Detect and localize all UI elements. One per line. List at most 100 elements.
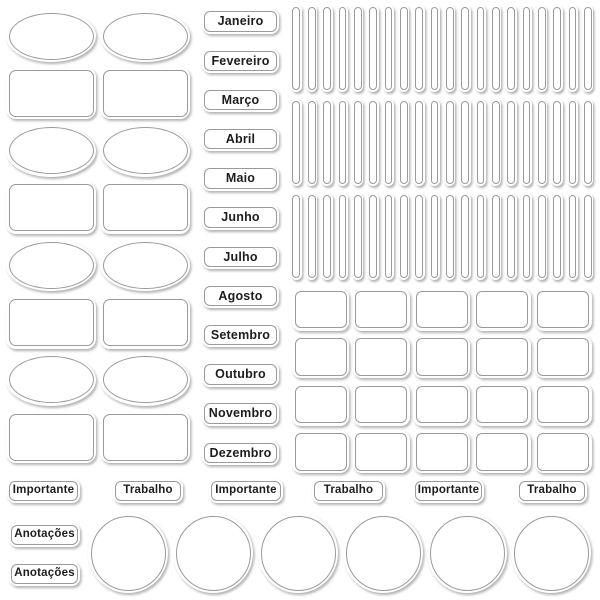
sticker-outline — [204, 364, 277, 385]
sticker-outline — [537, 338, 590, 376]
sticker-outline — [369, 194, 377, 279]
strip-sticker — [444, 193, 456, 280]
sticker-outline — [8, 241, 94, 289]
month-sticker-label: Abril — [225, 131, 256, 146]
strip-sticker — [582, 99, 594, 186]
sticker-outline — [522, 100, 531, 185]
sticker-outline — [491, 100, 500, 185]
strip-sticker — [382, 5, 395, 92]
tag-sticker: Importante — [7, 479, 80, 503]
sticker-outline — [355, 385, 408, 424]
tag-sticker-label: Trabalho — [527, 484, 577, 497]
month-sticker: Agosto — [202, 283, 279, 309]
month-sticker: Dezembro — [202, 440, 279, 465]
sticker-outline — [8, 127, 94, 175]
strip-sticker — [536, 193, 548, 280]
sticker-outline — [507, 100, 515, 185]
strip-sticker — [321, 5, 333, 92]
square-sticker — [473, 383, 531, 426]
sticker-outline — [399, 100, 408, 185]
sticker-outline — [491, 6, 500, 91]
square-sticker — [413, 288, 471, 331]
sticker-outline — [537, 6, 546, 91]
rectangle-sticker — [6, 67, 96, 120]
sticker-outline — [445, 6, 454, 91]
tag-sticker-label: Importante — [417, 484, 480, 497]
strip-sticker — [382, 193, 395, 280]
month-sticker: Março — [202, 87, 279, 113]
tag-sticker-label: Importante — [215, 484, 277, 497]
month-sticker-label: Junho — [221, 210, 260, 225]
sticker-outline — [568, 194, 577, 279]
square-sticker — [352, 430, 410, 474]
sticker-outline — [355, 290, 408, 328]
sticker-outline — [292, 194, 301, 279]
circle-sticker — [511, 513, 591, 593]
strip-sticker — [382, 99, 395, 186]
month-sticker: Abril — [202, 126, 279, 152]
strip-sticker — [536, 5, 548, 92]
sticker-outline — [294, 338, 347, 376]
sticker-outline — [491, 194, 500, 279]
square-sticker — [292, 288, 349, 331]
rectangle-sticker — [100, 67, 190, 120]
circle-sticker — [173, 513, 253, 593]
strip-sticker — [321, 99, 333, 186]
sticker-outline — [476, 433, 529, 471]
square-sticker — [292, 430, 349, 474]
sticker-outline — [323, 100, 331, 185]
sticker-outline — [429, 515, 505, 591]
month-sticker-label: Fevereiro — [211, 53, 270, 68]
square-sticker — [534, 430, 592, 474]
sticker-outline — [204, 324, 277, 346]
strip-sticker — [444, 99, 456, 186]
sticker-outline — [522, 194, 531, 279]
sticker-outline — [8, 12, 94, 60]
strip-sticker — [582, 5, 594, 92]
month-sticker: Fevereiro — [202, 48, 279, 73]
strip-sticker — [505, 5, 517, 92]
sticker-outline — [102, 241, 188, 289]
sticker-outline — [90, 515, 166, 591]
strip-sticker — [520, 5, 533, 92]
sticker-outline — [507, 6, 515, 91]
oval-sticker — [6, 353, 96, 406]
rectangle-sticker — [100, 296, 190, 349]
square-sticker — [352, 288, 410, 331]
sticker-outline — [415, 385, 468, 424]
strip-sticker — [566, 193, 579, 280]
sticker-outline — [102, 413, 188, 461]
sticker-outline — [8, 184, 94, 232]
sticker-outline — [445, 100, 454, 185]
note-sticker-label: Anotações — [14, 528, 75, 540]
strip-sticker — [290, 193, 302, 280]
sticker-outline — [537, 385, 590, 424]
sticker-outline — [568, 100, 577, 185]
sticker-outline — [9, 481, 78, 501]
sticker-outline — [294, 385, 347, 424]
strip-sticker — [520, 193, 533, 280]
strip-sticker — [398, 99, 410, 186]
strip-sticker — [536, 99, 548, 186]
rectangle-sticker — [6, 181, 96, 234]
sticker-outline — [522, 6, 531, 91]
sticker-outline — [353, 6, 362, 91]
strip-sticker — [413, 193, 425, 280]
sticker-outline — [8, 299, 94, 346]
sticker-outline — [307, 194, 316, 279]
square-sticker — [534, 288, 592, 331]
square-sticker — [473, 288, 531, 331]
month-sticker: Novembro — [202, 401, 279, 426]
month-sticker-label: Agosto — [218, 288, 263, 303]
sticker-outline — [204, 246, 277, 267]
strip-sticker — [413, 99, 425, 186]
sticker-outline — [461, 100, 469, 185]
month-sticker-label: Novembro — [208, 406, 273, 421]
sticker-outline — [476, 385, 529, 424]
sticker-outline — [513, 515, 589, 591]
rectangle-sticker — [6, 411, 96, 464]
sticker-outline — [338, 100, 347, 185]
square-sticker — [292, 383, 349, 426]
sticker-outline — [338, 194, 347, 279]
